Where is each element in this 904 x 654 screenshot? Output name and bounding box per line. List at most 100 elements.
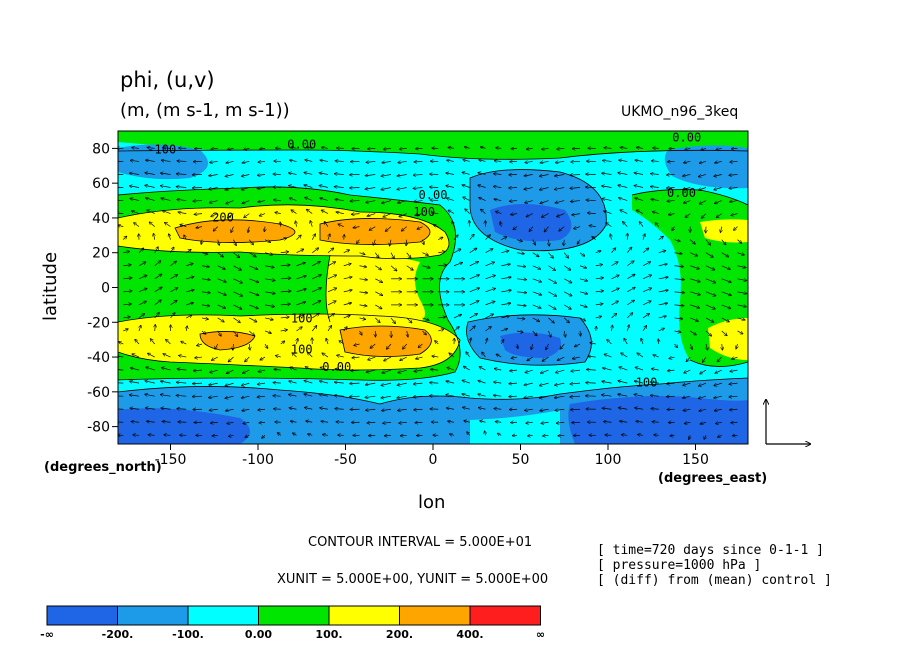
wind-vector xyxy=(729,188,738,189)
wind-vector xyxy=(258,201,266,202)
wind-vector xyxy=(290,160,297,161)
wind-vector xyxy=(627,300,634,306)
wind-vector xyxy=(575,343,581,347)
wind-vector xyxy=(467,432,470,436)
wind-vector xyxy=(619,160,628,161)
wind-vector xyxy=(626,247,631,253)
wind-vector xyxy=(264,305,274,307)
wind-vector xyxy=(321,421,329,422)
wind-vector xyxy=(705,304,715,309)
wind-vector xyxy=(233,265,242,270)
wind-vector xyxy=(736,343,737,349)
wind-vector xyxy=(264,318,273,320)
wind-vector xyxy=(177,161,187,162)
wind-vector xyxy=(494,382,502,383)
wind-vector xyxy=(177,409,187,410)
wind-vector xyxy=(447,198,455,201)
wind-vector xyxy=(381,382,392,385)
wind-vector xyxy=(186,303,193,305)
wind-vector xyxy=(737,253,745,255)
wind-vector xyxy=(194,214,203,215)
x-tick-label: -150 xyxy=(155,452,187,468)
wind-vector xyxy=(343,264,351,266)
wind-vector xyxy=(291,147,297,148)
wind-vector xyxy=(540,174,549,176)
wind-vector xyxy=(209,396,218,397)
wind-vector xyxy=(612,325,613,332)
wind-vector xyxy=(702,356,707,362)
wind-vector xyxy=(249,265,257,270)
wind-vector xyxy=(334,395,344,396)
wind-vector xyxy=(193,201,203,202)
wind-vector xyxy=(196,227,203,228)
wind-vector xyxy=(343,277,352,279)
wind-vector xyxy=(130,395,140,396)
wind-vector xyxy=(212,435,218,436)
wind-vector xyxy=(602,395,612,396)
wind-vector xyxy=(387,343,392,349)
wind-vector xyxy=(572,214,581,215)
wind-vector xyxy=(542,148,549,149)
wind-vector xyxy=(145,185,155,188)
wind-vector xyxy=(308,434,313,435)
wind-vector xyxy=(544,226,549,232)
wind-vector xyxy=(448,421,455,422)
wind-vector xyxy=(639,222,644,227)
wind-vector xyxy=(274,369,281,370)
wind-vector xyxy=(350,201,360,202)
wind-vector xyxy=(685,213,691,218)
wind-vector xyxy=(399,213,407,217)
wind-vector xyxy=(225,174,234,176)
wind-vector xyxy=(683,409,691,410)
wind-vector xyxy=(729,383,738,384)
contour-band-200-400 xyxy=(340,326,432,357)
wind-vector xyxy=(210,161,218,162)
wind-vector xyxy=(147,147,155,148)
wind-vector xyxy=(381,187,392,190)
wind-vector xyxy=(397,396,407,398)
wind-vector xyxy=(540,382,549,385)
wind-vector xyxy=(416,357,423,359)
chart-title: phi, (u,v) xyxy=(120,68,215,92)
wind-vector xyxy=(264,331,271,333)
wind-vector xyxy=(731,214,738,216)
wind-vector xyxy=(297,339,298,345)
wind-vector xyxy=(413,396,423,397)
wind-vector xyxy=(588,213,596,214)
wind-vector xyxy=(618,185,628,188)
wind-vector xyxy=(422,252,429,256)
wind-vector xyxy=(243,422,250,423)
wind-vector xyxy=(375,291,382,296)
wind-vector xyxy=(289,173,297,175)
wind-vector xyxy=(241,187,250,190)
wind-vector xyxy=(496,211,502,213)
wind-vector xyxy=(343,290,352,292)
wind-vector xyxy=(432,213,439,214)
wind-vector xyxy=(510,370,518,371)
wind-vector xyxy=(674,331,681,332)
wind-vector xyxy=(463,407,470,409)
wind-vector xyxy=(571,370,581,371)
wind-vector xyxy=(607,340,612,345)
wind-vector xyxy=(595,304,603,305)
wind-vector xyxy=(209,409,218,410)
wind-vector xyxy=(721,330,727,336)
wind-vector xyxy=(602,173,612,174)
contour-label: 100 xyxy=(291,311,313,325)
wind-vector xyxy=(414,174,423,175)
wind-vector xyxy=(705,265,715,270)
wind-vector xyxy=(211,213,218,217)
wind-vector xyxy=(556,161,565,162)
wind-vector xyxy=(479,160,486,162)
wind-vector xyxy=(716,213,722,218)
wind-vector xyxy=(430,383,439,384)
wind-vector xyxy=(722,343,723,350)
wind-vector xyxy=(343,303,351,305)
wind-vector xyxy=(470,338,471,345)
wind-vector xyxy=(367,422,376,423)
wind-vector xyxy=(118,382,124,384)
wind-vector xyxy=(242,382,250,385)
wind-vector xyxy=(683,382,691,385)
wind-vector xyxy=(123,278,131,279)
wind-vector xyxy=(462,185,470,188)
